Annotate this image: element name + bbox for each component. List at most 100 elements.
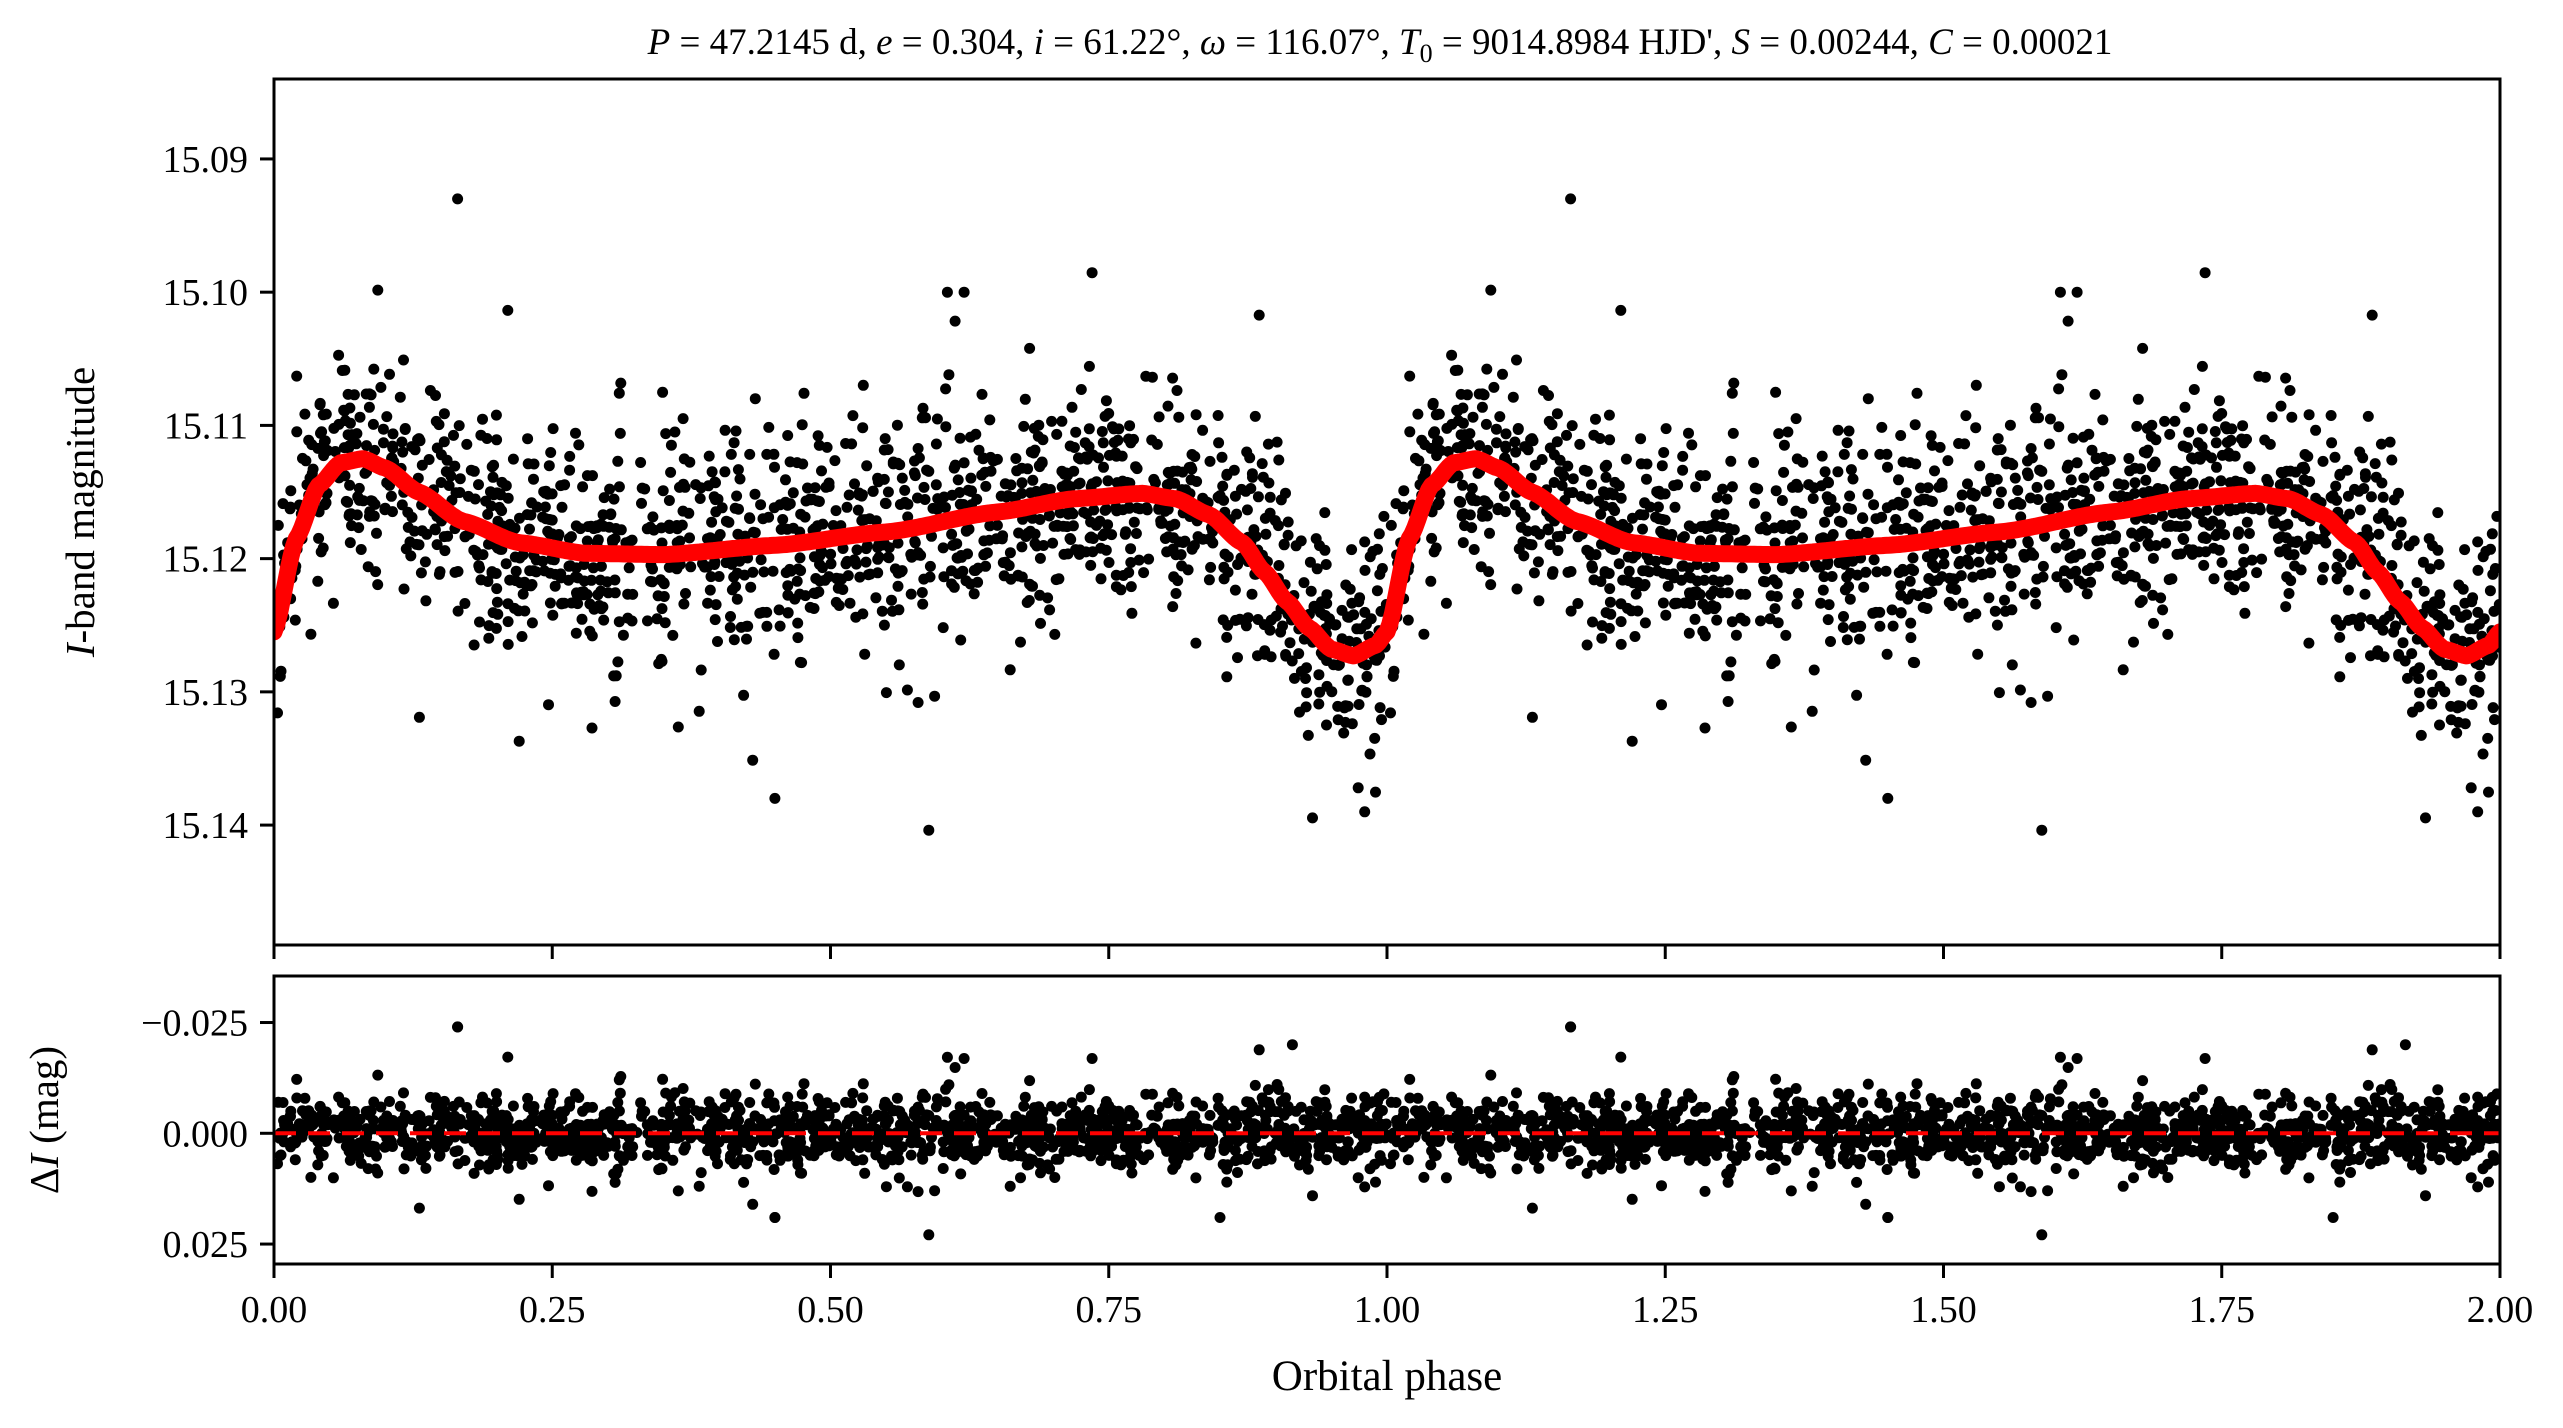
data-point	[829, 455, 841, 467]
data-point	[1061, 479, 1073, 490]
data-point	[2009, 472, 2021, 484]
residual-point	[1019, 1091, 1031, 1103]
data-point	[1697, 598, 1709, 610]
data-point	[1711, 614, 1723, 626]
data-point	[1242, 612, 1254, 624]
data-point	[1897, 456, 1909, 468]
data-point	[872, 542, 884, 553]
residual-point	[659, 1150, 671, 1162]
data-point	[741, 633, 752, 645]
residual-point	[306, 1119, 318, 1131]
data-point	[516, 631, 528, 642]
data-point	[2129, 477, 2141, 489]
data-point	[1402, 614, 1414, 626]
data-point	[1440, 597, 1452, 609]
data-point	[367, 418, 379, 430]
data-point	[2097, 414, 2109, 426]
data-point	[1474, 440, 1485, 452]
data-point	[1029, 444, 1041, 456]
data-point	[1372, 543, 1383, 555]
data-point	[878, 619, 890, 631]
data-point	[1790, 413, 1802, 425]
data-point	[626, 534, 638, 546]
data-point	[2286, 411, 2298, 423]
residual-point	[299, 1092, 311, 1104]
data-point	[808, 587, 820, 599]
data-point	[2129, 462, 2141, 474]
data-point	[713, 571, 725, 582]
data-point	[2071, 286, 2083, 298]
residual-point	[1262, 1084, 1274, 1096]
data-point	[1477, 506, 1489, 518]
data-point	[402, 521, 414, 533]
residual-point	[784, 1114, 796, 1126]
data-point	[379, 502, 391, 514]
residual-point	[448, 1100, 459, 1112]
data-point	[1726, 481, 1738, 493]
residual-point	[853, 1113, 865, 1125]
data-point	[1222, 619, 1234, 631]
data-point	[706, 516, 718, 528]
data-point	[2451, 727, 2463, 739]
data-point	[1595, 576, 1607, 587]
data-point	[1677, 464, 1689, 476]
data-point	[1457, 479, 1469, 491]
data-point	[608, 670, 620, 682]
data-point	[1966, 487, 1978, 499]
data-point	[1484, 527, 1495, 539]
data-point	[1826, 571, 1838, 582]
residual-point	[1123, 1153, 1135, 1165]
data-point	[2196, 423, 2208, 435]
residual-point	[396, 1136, 408, 1147]
data-point	[1717, 483, 1729, 495]
data-point	[1416, 434, 1428, 446]
residual-point	[275, 1149, 287, 1161]
data-point	[2377, 491, 2389, 503]
data-point	[1294, 706, 1305, 718]
residual-point	[744, 1097, 756, 1108]
data-point	[1455, 429, 1467, 441]
data-point	[1910, 458, 1922, 470]
data-point	[1985, 542, 1997, 553]
data-point	[2241, 516, 2253, 528]
data-point	[452, 193, 464, 205]
data-point	[615, 524, 627, 536]
data-point	[880, 687, 892, 699]
data-point	[2477, 748, 2489, 760]
residual-point	[726, 1141, 738, 1153]
data-point	[2031, 573, 2043, 585]
data-point	[665, 466, 677, 478]
data-point	[572, 598, 584, 610]
data-point	[613, 616, 625, 628]
data-point	[1600, 607, 1612, 619]
data-point	[2395, 529, 2407, 541]
data-point	[854, 571, 866, 583]
data-point	[851, 544, 863, 556]
data-point	[2426, 698, 2438, 710]
data-point	[2210, 437, 2222, 449]
residual-point	[943, 1079, 955, 1091]
data-point	[2033, 412, 2044, 424]
residual-point	[1124, 1105, 1136, 1116]
data-point	[1256, 458, 1268, 470]
data-point	[2237, 420, 2249, 432]
data-point	[1980, 485, 1992, 497]
residual-point	[1280, 1145, 1292, 1157]
data-point	[2259, 371, 2271, 383]
residual-point	[747, 1198, 759, 1210]
data-point	[558, 597, 570, 609]
data-point	[1752, 483, 1764, 495]
data-point	[1796, 507, 1808, 519]
data-point	[658, 578, 670, 590]
data-point	[1159, 505, 1171, 517]
data-point	[2225, 434, 2237, 446]
data-point	[2223, 581, 2235, 593]
data-point	[2455, 674, 2467, 686]
data-point	[1404, 426, 1416, 438]
data-point	[1012, 570, 1024, 582]
data-point	[2053, 502, 2064, 513]
data-point	[2418, 585, 2430, 597]
residual-point	[1790, 1083, 1802, 1094]
data-point	[1293, 648, 1305, 660]
data-point	[758, 566, 770, 578]
